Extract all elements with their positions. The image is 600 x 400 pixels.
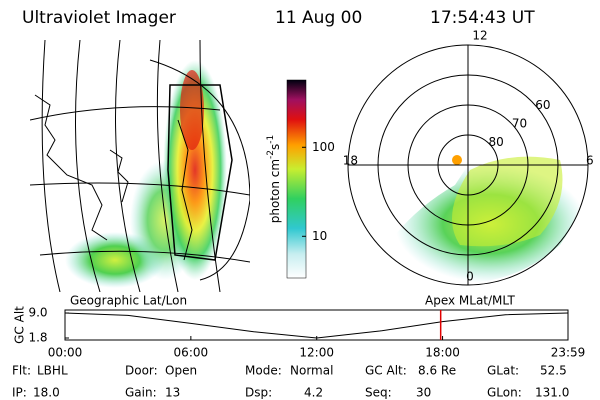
info-value: 18.0 [33, 386, 60, 400]
info-value: 13 [165, 386, 180, 400]
y-tick-label: 9.0 [28, 306, 47, 320]
colorbar-label: photon cm-2s-1 [266, 135, 282, 224]
left-panel-label: Geographic Lat/Lon [70, 294, 187, 308]
title: Ultraviolet Imager [22, 8, 176, 28]
info-value: Normal [290, 364, 333, 378]
info-label: Gain: [125, 386, 157, 400]
mlt-label: 18 [343, 154, 358, 168]
info-label: GC Alt: [365, 364, 407, 378]
alt-ylabel: GC Alt [13, 306, 27, 344]
mlt-label: 0 [466, 270, 474, 284]
info-label: Flt: [12, 364, 31, 378]
info-label: GLat: [487, 364, 519, 378]
info-label: IP: [12, 386, 27, 400]
x-tick-label: 00:00 [48, 346, 83, 360]
info-label: Door: [125, 364, 158, 378]
date: 11 Aug 00 [275, 8, 362, 28]
info-value: 52.5 [540, 364, 567, 378]
info-value: 131.0 [535, 386, 569, 400]
info-label: GLon: [487, 386, 522, 400]
x-tick-label: 23:59 [551, 346, 586, 360]
info-label: Mode: [245, 364, 282, 378]
mlt-label: 12 [472, 29, 487, 43]
info-value: 4.2 [304, 386, 323, 400]
info-value: Open [165, 364, 197, 378]
x-tick-label: 06:00 [174, 346, 209, 360]
lat-label: 60 [535, 98, 550, 112]
x-tick-label: 12:00 [299, 346, 334, 360]
colorbar-tick-label: 100 [312, 140, 335, 154]
info-value: LBHL [37, 364, 68, 378]
y-tick-label: 1.8 [28, 331, 47, 345]
time: 17:54:43 UT [430, 8, 535, 28]
info-label: Dsp: [245, 386, 272, 400]
lat-label: 80 [488, 135, 503, 149]
x-tick-label: 18:00 [425, 346, 460, 360]
geo-map [30, 40, 250, 292]
info-value: 30 [416, 386, 431, 400]
info-label: Seq: [365, 386, 392, 400]
colorbar-tick-label: 10 [312, 229, 327, 243]
info-value: 8.6 Re [418, 364, 456, 378]
alt-line [64, 312, 569, 339]
mlt-label: 6 [586, 154, 594, 168]
colorbar [286, 79, 307, 279]
lat-label: 70 [512, 117, 527, 131]
alt-frame [64, 309, 569, 341]
right-panel-label: Apex MLat/MLT [425, 294, 515, 308]
